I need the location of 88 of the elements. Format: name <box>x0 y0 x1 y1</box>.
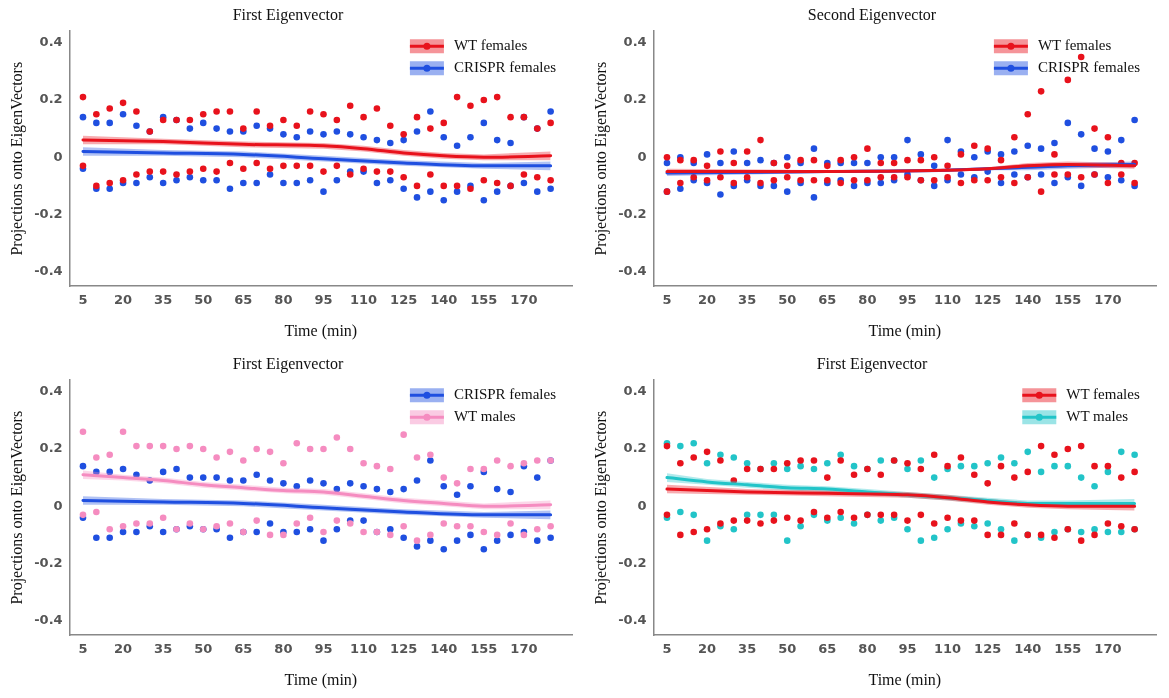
x-tick-label: 170 <box>1094 641 1122 657</box>
x-tick-label: 80 <box>274 641 293 657</box>
legend-label: WT males <box>1066 408 1129 425</box>
x-tick-label: 80 <box>274 292 293 308</box>
x-tick-label: 80 <box>858 292 877 308</box>
x-tick-label: 170 <box>510 641 538 657</box>
x-tick-label: 35 <box>154 641 173 657</box>
chart-title: First Eigenvector <box>232 354 344 373</box>
x-tick-label: 155 <box>470 292 498 308</box>
x-tick-label: 125 <box>974 641 1002 657</box>
x-tick-label: 5 <box>662 641 672 657</box>
x-tick-label: 95 <box>898 641 917 657</box>
x-tick-label: 155 <box>1054 641 1082 657</box>
x-axis-title: Time (min) <box>868 321 942 340</box>
x-tick-label: 140 <box>1014 641 1042 657</box>
y-tick-label: -0.4 <box>618 263 647 279</box>
y-tick-label: -0.4 <box>34 263 63 279</box>
chart-title: Second Eigenvector <box>807 5 937 24</box>
x-tick-label: 140 <box>430 292 458 308</box>
x-tick-label: 35 <box>738 641 757 657</box>
x-tick-label: 140 <box>430 641 458 657</box>
x-axis-title: Time (min) <box>284 321 358 340</box>
x-tick-label: 5 <box>662 292 672 308</box>
legend-label: CRISPR females <box>453 386 557 403</box>
y-axis-title: Projections onto EigenVectors <box>7 410 26 605</box>
x-tick-label: 80 <box>858 641 877 657</box>
legend-label: WT females <box>453 37 528 54</box>
x-tick-label: 95 <box>898 292 917 308</box>
y-tick-label: 0 <box>53 148 63 164</box>
x-tick-label: 110 <box>934 641 962 657</box>
x-tick-label: 155 <box>470 641 498 657</box>
x-tick-label: 50 <box>778 641 797 657</box>
x-axis-title: Time (min) <box>868 670 942 689</box>
x-tick-label: 20 <box>114 641 133 657</box>
x-tick-label: 5 <box>78 292 88 308</box>
legend-label: WT females <box>1037 37 1112 54</box>
x-tick-label: 50 <box>778 292 797 308</box>
y-tick-label: 0.2 <box>623 440 647 456</box>
y-tick-label: 0.4 <box>39 34 63 50</box>
x-tick-label: 110 <box>934 292 962 308</box>
x-tick-label: 95 <box>314 641 333 657</box>
y-tick-label: 0.4 <box>623 34 647 50</box>
legend-label: WT females <box>1066 386 1140 403</box>
x-tick-label: 125 <box>390 641 418 657</box>
x-tick-label: 65 <box>234 292 253 308</box>
x-axis-title: Time (min) <box>284 670 358 689</box>
x-tick-label: 110 <box>350 641 378 657</box>
y-tick-label: 0 <box>53 497 63 513</box>
x-tick-label: 125 <box>390 292 418 308</box>
y-axis-title: Projections onto EigenVectors <box>591 410 610 605</box>
y-tick-label: -0.2 <box>618 554 647 570</box>
chart-title: First Eigenvector <box>816 354 928 373</box>
x-tick-label: 20 <box>698 641 717 657</box>
y-tick-label: -0.4 <box>618 612 647 628</box>
y-tick-label: 0.4 <box>623 383 647 399</box>
y-tick-label: -0.4 <box>34 612 63 628</box>
y-tick-label: 0.2 <box>39 440 63 456</box>
x-tick-label: 155 <box>1054 292 1082 308</box>
y-tick-label: 0.4 <box>39 383 63 399</box>
y-axis-title: Projections onto EigenVectors <box>591 61 610 256</box>
y-tick-label: -0.2 <box>34 554 63 570</box>
x-tick-label: 35 <box>738 292 757 308</box>
y-tick-label: 0 <box>637 497 647 513</box>
x-tick-label: 110 <box>350 292 378 308</box>
y-tick-label: 0.2 <box>39 91 63 107</box>
x-tick-label: 140 <box>1014 292 1042 308</box>
x-tick-label: 65 <box>818 292 837 308</box>
x-tick-label: 20 <box>698 292 717 308</box>
x-tick-label: 20 <box>114 292 133 308</box>
x-tick-label: 125 <box>974 292 1002 308</box>
x-tick-label: 65 <box>234 641 253 657</box>
x-tick-label: 5 <box>78 641 88 657</box>
x-tick-label: 170 <box>1094 292 1122 308</box>
x-tick-label: 170 <box>510 292 538 308</box>
y-tick-label: -0.2 <box>618 205 647 221</box>
x-tick-label: 65 <box>818 641 837 657</box>
x-tick-label: 50 <box>194 292 213 308</box>
x-tick-label: 50 <box>194 641 213 657</box>
y-axis-title: Projections onto EigenVectors <box>7 61 26 256</box>
y-tick-label: 0 <box>637 148 647 164</box>
y-tick-label: -0.2 <box>34 205 63 221</box>
legend-label: CRISPR females <box>453 59 557 76</box>
legend-label: CRISPR females <box>1037 59 1141 76</box>
y-tick-label: 0.2 <box>623 91 647 107</box>
x-tick-label: 95 <box>314 292 333 308</box>
chart-title: First Eigenvector <box>232 5 344 24</box>
legend-label: WT males <box>453 408 516 425</box>
x-tick-label: 35 <box>154 292 173 308</box>
